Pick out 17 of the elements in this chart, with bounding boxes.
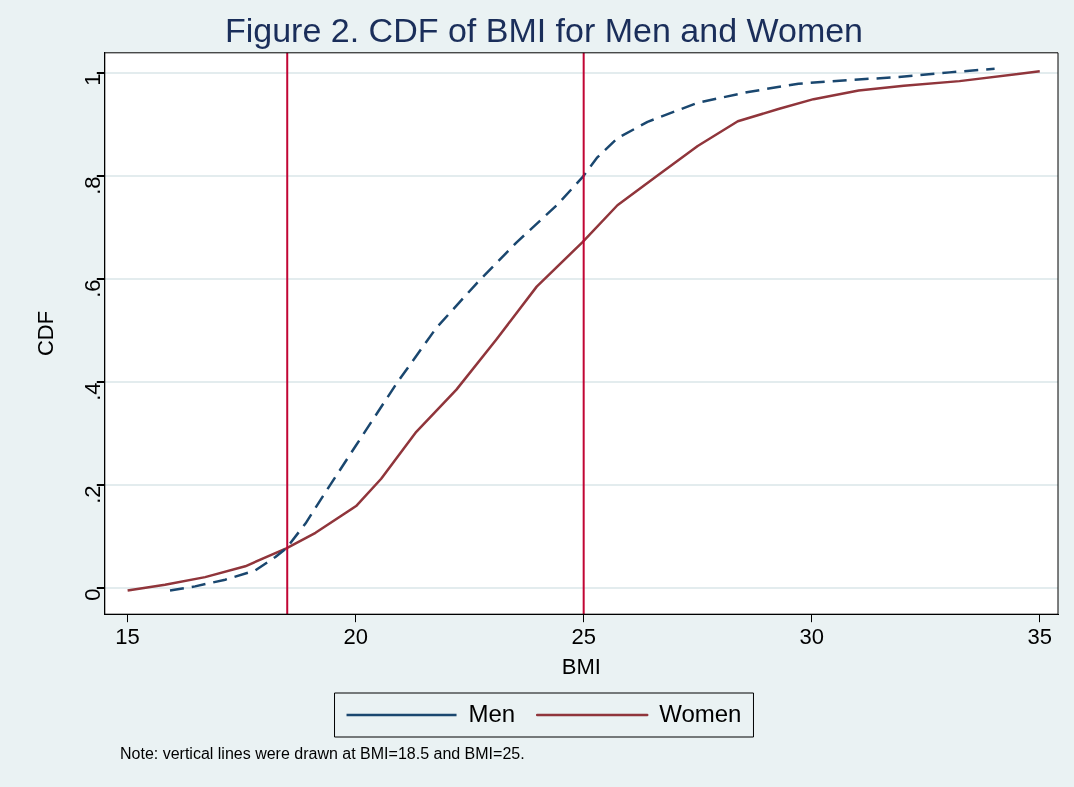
y-tick-label: 0 (79, 588, 105, 601)
y-tick-label: 1 (79, 73, 105, 86)
x-tick-label: 30 (799, 624, 824, 650)
x-tick-label: 25 (571, 624, 596, 650)
x-tick-label: 35 (1027, 624, 1052, 650)
y-tick-label: .8 (79, 176, 105, 195)
legend-label: Men (468, 699, 516, 727)
y-tick-label: .2 (79, 485, 105, 504)
x-tick-label: 15 (115, 624, 140, 650)
text: Note: vertical lines were drawn at BMI=18.5 and BMI=25. (120, 745, 525, 762)
chart-title: Figure 2. CDF of BMI for Men and Women (224, 10, 864, 49)
y-axis-title: CDF (33, 310, 59, 357)
x-tick-label: 20 (343, 624, 368, 650)
x-axis-title: BMI (561, 653, 601, 679)
y-tick-label: .4 (79, 382, 105, 401)
y-tick-label: .6 (79, 279, 105, 298)
legend-label: Women (659, 699, 742, 727)
